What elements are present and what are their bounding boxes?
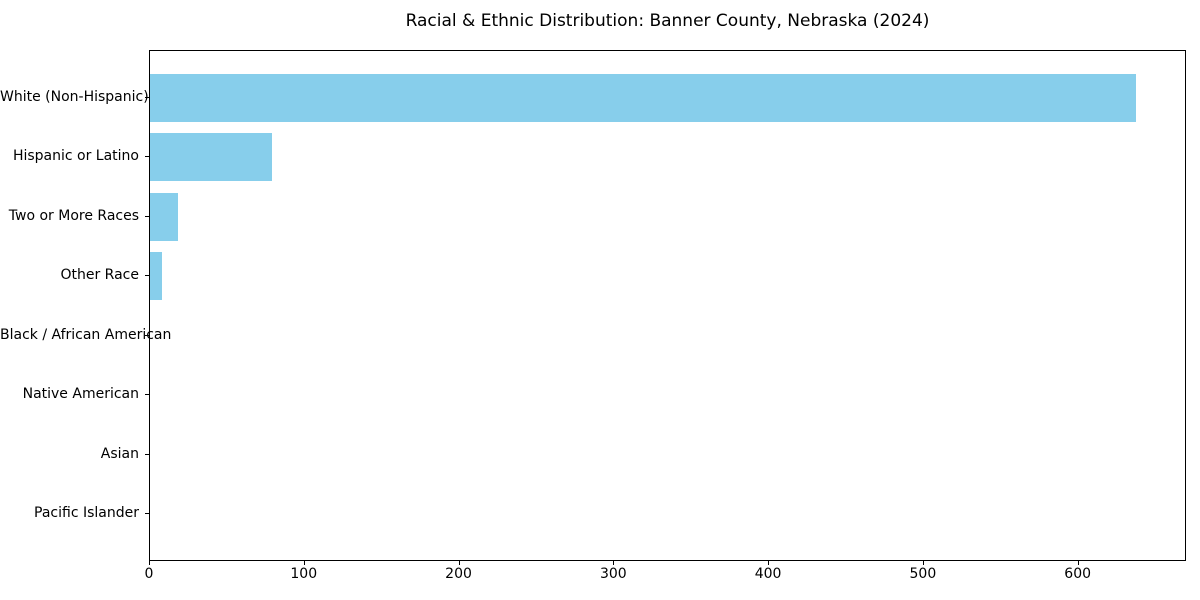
y-tick-label: Two or More Races [8,207,139,224]
x-tick-mark [1077,561,1079,565]
y-tick-mark [145,513,149,514]
bar [150,192,178,241]
y-tick-mark [145,334,149,336]
y-tick-label: White (Non-Hispanic) [0,89,149,105]
plot-area [149,50,1186,561]
y-tick-label: Other Race [60,267,139,284]
x-tick-mark [922,561,924,565]
x-tick-label: 500 [909,566,937,582]
y-tick-mark [145,97,149,98]
bar [150,133,273,182]
y-tick-label: Asian [100,445,139,462]
x-tick-label: 200 [445,566,472,582]
y-tick-mark [145,275,149,277]
y-tick-label: Native American [22,386,139,403]
y-tick-label: Pacific Islander [34,505,139,521]
x-tick-mark [149,561,150,565]
x-tick-mark [458,561,460,565]
x-tick-label: 400 [754,566,782,582]
chart-title: Racial & Ethnic Distribution: Banner Cou… [405,11,930,31]
bar [150,252,163,301]
x-tick-label: 0 [144,566,154,582]
bar [150,74,1136,122]
x-tick-label: 100 [290,566,318,582]
x-tick-mark [613,561,615,565]
x-tick-mark [768,561,770,565]
x-tick-label: 600 [1064,566,1092,582]
y-tick-label: Hispanic or Latino [12,148,139,165]
y-tick-mark [145,453,149,455]
y-tick-mark [145,394,149,396]
x-tick-mark [303,561,305,565]
y-tick-mark [145,156,149,158]
y-tick-label: Black / African American [0,326,172,343]
x-tick-label: 300 [599,566,627,582]
y-tick-mark [145,215,149,217]
